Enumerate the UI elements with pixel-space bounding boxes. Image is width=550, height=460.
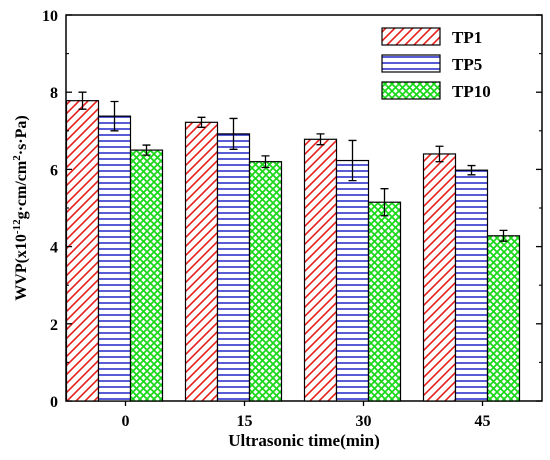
error-bar-tp1-15 xyxy=(197,116,206,128)
x-axis-label: Ultrasonic time(min) xyxy=(228,431,380,450)
bar-tp5-45 xyxy=(454,169,489,402)
error-bars-group xyxy=(78,91,508,242)
error-bar-tp10-45 xyxy=(499,229,508,242)
bars-group xyxy=(65,100,521,402)
bar-tp1-45 xyxy=(422,153,457,402)
x-tick-label-0: 0 xyxy=(122,413,130,430)
y-axis-label: WVP(x10-12g·cm/cm2·s·Pa) xyxy=(11,115,30,300)
y-tick-label-4: 4 xyxy=(50,240,58,257)
y-tick-label-0: 0 xyxy=(50,394,58,411)
error-bar-tp5-45 xyxy=(467,164,476,176)
y-tick-label-6: 6 xyxy=(50,162,58,179)
bar-tp10-45 xyxy=(486,235,521,402)
y-axis: 0 2 4 6 8 10 xyxy=(42,8,542,411)
error-bar-tp5-0 xyxy=(110,100,119,132)
legend-swatch-tp5 xyxy=(381,54,441,73)
error-bar-tp1-45 xyxy=(435,145,444,163)
legend-swatch-tp10 xyxy=(381,81,441,100)
bar-tp5-30 xyxy=(335,159,370,402)
y-axis-label-exp1: -12 xyxy=(11,219,23,234)
bar-tp10-30 xyxy=(367,201,402,402)
bar-tp1-30 xyxy=(303,138,338,402)
y-axis-label-post: ·s·Pa) xyxy=(13,115,30,155)
x-tick-label-45: 45 xyxy=(475,413,491,430)
y-axis-label-pre: WVP(x10 xyxy=(13,234,30,301)
legend-label-tp1: TP1 xyxy=(452,28,482,47)
y-tick-label-2: 2 xyxy=(50,317,58,334)
error-bar-tp1-0 xyxy=(78,91,87,110)
x-tick-label-30: 30 xyxy=(356,413,372,430)
bar-tp1-15 xyxy=(184,121,219,402)
bar-tp1-0 xyxy=(65,100,100,402)
y-tick-label-10: 10 xyxy=(42,8,58,25)
legend-swatch-tp1 xyxy=(381,27,441,46)
bar-tp10-0 xyxy=(129,149,164,402)
bar-tp10-15 xyxy=(248,161,283,402)
y-axis-label-exp2: 2 xyxy=(11,155,23,161)
bar-tp5-15 xyxy=(216,133,251,402)
bar-tp5-0 xyxy=(97,115,132,402)
legend-label-tp5: TP5 xyxy=(452,55,482,74)
legend-label-tp10: TP10 xyxy=(452,82,491,101)
y-axis-label-mid: g·cm/cm xyxy=(13,160,30,219)
error-bar-tp10-15 xyxy=(261,155,270,169)
error-bar-tp1-30 xyxy=(316,133,325,146)
x-axis: 0 15 30 45 xyxy=(122,401,491,430)
error-bar-tp10-0 xyxy=(142,144,151,156)
y-tick-label-8: 8 xyxy=(50,85,58,102)
error-bar-tp5-15 xyxy=(229,117,238,150)
error-bar-tp10-30 xyxy=(380,188,389,217)
error-bar-tp5-30 xyxy=(348,139,357,182)
x-tick-label-15: 15 xyxy=(237,413,253,430)
legend: TP1 TP5 TP10 xyxy=(381,27,491,101)
